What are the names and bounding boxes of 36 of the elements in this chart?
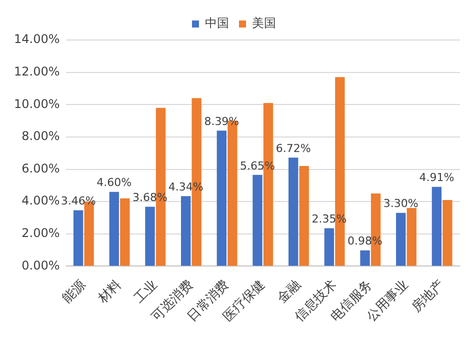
y-tick-label: 2.00% bbox=[22, 226, 60, 240]
x-tick-label: 金融 bbox=[274, 277, 304, 306]
y-tick-label: 0.00% bbox=[22, 258, 60, 272]
x-tick-label: 材料 bbox=[95, 277, 125, 308]
bar bbox=[299, 166, 309, 266]
y-tick-label: 10.00% bbox=[14, 96, 60, 111]
y-tick-label: 6.00% bbox=[22, 161, 60, 176]
bar bbox=[288, 158, 298, 266]
legend-label: 中国 bbox=[205, 16, 229, 30]
x-tick-label: 房地产 bbox=[408, 276, 448, 316]
y-tick-label: 14.00% bbox=[14, 32, 60, 46]
legend-label: 美国 bbox=[252, 16, 276, 30]
x-tick-label: 能源 bbox=[60, 277, 89, 306]
y-tick-label: 12.00% bbox=[14, 64, 60, 78]
bar bbox=[396, 212, 406, 266]
bar bbox=[360, 250, 370, 266]
y-tick-label: 4.00% bbox=[22, 194, 60, 208]
bar bbox=[216, 130, 226, 266]
data-label: 8.39% bbox=[204, 115, 240, 128]
data-label: 3.46% bbox=[60, 194, 96, 208]
bar bbox=[252, 174, 262, 266]
data-label: 4.91% bbox=[419, 171, 454, 184]
bar bbox=[145, 206, 155, 266]
bar bbox=[109, 192, 119, 266]
bar bbox=[406, 208, 416, 266]
bar bbox=[442, 200, 452, 266]
bar bbox=[180, 196, 191, 266]
bar bbox=[432, 186, 442, 266]
y-tick-label: 8.00% bbox=[22, 129, 60, 144]
x-tick-label: 工业 bbox=[132, 277, 161, 306]
data-label: 6.72% bbox=[276, 142, 311, 155]
bar bbox=[120, 198, 130, 266]
data-label: 3.30% bbox=[383, 197, 418, 210]
bar bbox=[324, 228, 334, 266]
data-label: 4.60% bbox=[96, 176, 132, 190]
bar bbox=[73, 210, 84, 266]
